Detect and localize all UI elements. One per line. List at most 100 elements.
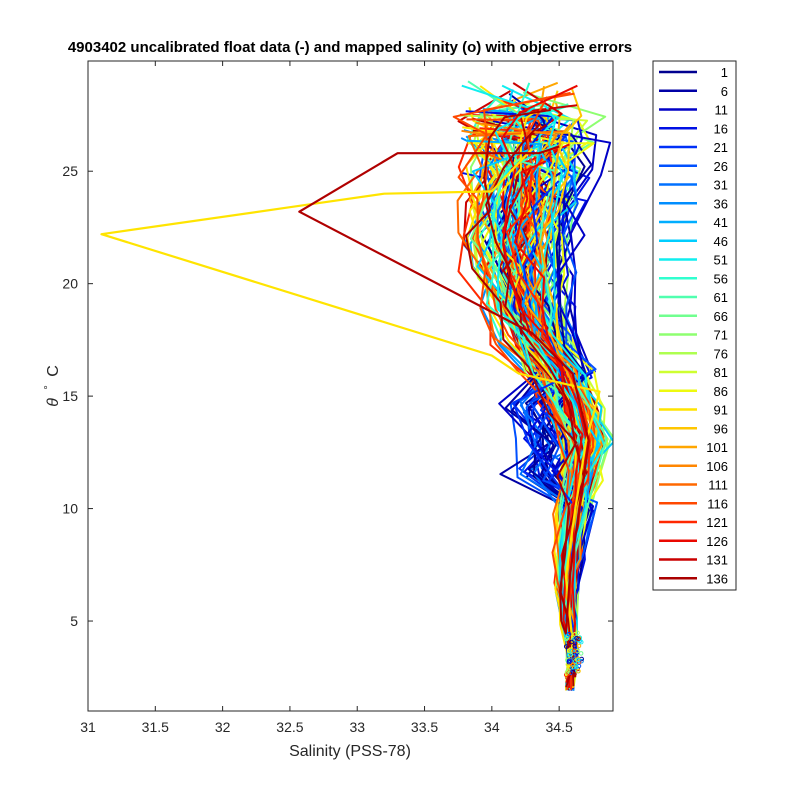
legend-item: 1 [659,65,728,80]
legend-label: 86 [714,384,728,399]
x-tick-label: 34 [484,719,500,735]
legend-item: 41 [659,215,728,230]
legend-label: 131 [706,553,728,568]
legend-label: 101 [706,440,728,455]
legend-item: 131 [659,553,728,568]
y-axis-degree: ° [43,385,55,389]
legend-label: 36 [714,196,728,211]
legend-label: 96 [714,421,728,436]
legend-item: 46 [659,234,728,249]
legend-label: 16 [714,121,728,136]
marker-layer [563,630,584,678]
mapped-salinity-marker [578,639,584,645]
legend-item: 136 [659,571,728,586]
legend-item: 61 [659,290,728,305]
series-layer [452,80,613,691]
legend-label: 121 [706,515,728,530]
legend-item: 81 [659,365,728,380]
legend-label: 126 [706,534,728,549]
legend-item: 76 [659,346,728,361]
legend-label: 66 [714,309,728,324]
legend-item: 126 [659,534,728,549]
legend-item: 51 [659,253,728,268]
legend-label: 56 [714,271,728,286]
svg-text:θ ° C: θ ° C [39,365,62,407]
profile-line [500,84,584,688]
mapped-salinity-marker [566,652,572,658]
mapped-salinity-marker [567,658,573,664]
y-axis-symbol: θ [45,398,62,407]
mapped-salinity-marker [569,648,575,654]
legend-label: 41 [714,215,728,230]
plot-frame [87,60,614,712]
legend-item: 36 [659,196,728,211]
y-tick-label: 10 [62,501,78,517]
mapped-salinity-marker [575,657,581,663]
y-axis-title: θ ° C [39,365,62,407]
legend-label: 6 [721,84,728,99]
mapped-salinity-marker [565,633,570,639]
mapped-salinity-marker [576,636,581,642]
legend-label: 91 [714,403,728,418]
mapped-salinity-marker [572,643,577,649]
legend-label: 116 [707,496,728,511]
legend-label: 61 [714,290,728,305]
legend-label: 26 [714,159,728,174]
legend-item: 56 [659,271,728,286]
profile-line [485,123,585,688]
y-tick-label: 15 [62,388,78,404]
x-tick-label: 32 [215,719,231,735]
y-axis: 5 10 15 20 25 [62,163,613,629]
legend-label: 11 [715,103,729,118]
highlighted-series-line [298,145,590,678]
legend-label: 136 [706,571,728,586]
legend-label: 51 [714,253,728,268]
mapped-salinity-marker [576,668,581,674]
y-tick-label: 25 [62,163,78,179]
mapped-salinity-marker [569,639,574,645]
profile-line [514,160,588,683]
mapped-salinity-marker [563,644,569,649]
legend-label: 76 [714,346,728,361]
mapped-salinity-marker [572,648,577,654]
y-tick-label: 20 [62,276,78,292]
y-axis-unit: C [45,365,62,377]
legend-item: 66 [659,309,728,324]
legend-label: 106 [706,459,728,474]
highlighted-series-line [100,147,601,678]
x-tick-label: 34.5 [546,719,573,735]
legend-item: 116 [659,496,728,511]
mapped-salinity-marker [578,651,584,656]
legend-item: 106 [659,459,728,474]
chart-title: 4903402 uncalibrated float data (-) and … [68,39,632,56]
legend-item: 31 [659,178,728,193]
mapped-salinity-marker [573,664,579,670]
legend-item: 101 [659,440,728,455]
mapped-salinity-marker [575,630,580,636]
legend-box [652,60,737,591]
legend-item: 16 [659,121,728,136]
legend-item: 121 [659,515,728,530]
profile-line [452,91,572,686]
legend-item: 6 [659,84,728,99]
highlight-layer [100,145,601,678]
mapped-salinity-marker [565,668,571,673]
profile-line [506,158,591,690]
legend-item: 96 [659,421,728,436]
y-tick-label: 5 [70,613,78,629]
legend-item: 26 [659,159,728,174]
legend-item: 71 [659,328,728,343]
x-axis-title: Salinity (PSS-78) [289,743,411,760]
x-tick-label: 33 [349,719,365,735]
x-tick-label: 33.5 [411,719,438,735]
x-tick-label: 31.5 [142,719,169,735]
legend-item: 91 [659,403,728,418]
mapped-salinity-marker [574,648,580,654]
mapped-salinity-marker [576,643,582,649]
x-tick-label: 31 [80,719,96,735]
legend-label: 46 [714,234,728,249]
legend-label: 81 [714,365,728,380]
legend-item: 11 [659,103,728,118]
legend-item: 21 [659,140,728,155]
